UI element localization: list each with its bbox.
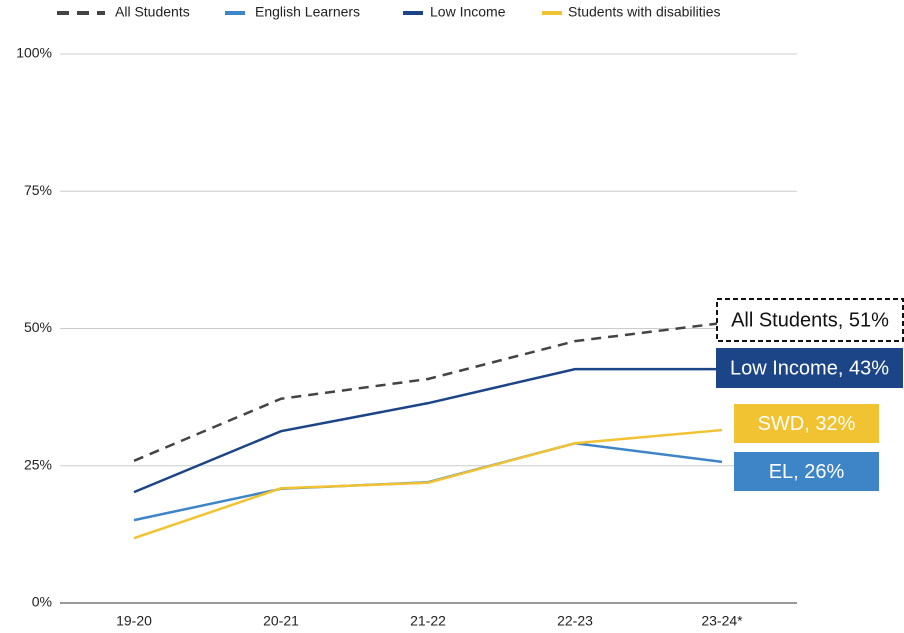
legend-label: All Students: [115, 4, 190, 20]
end-label-box: [734, 404, 879, 443]
legend-label: Low Income: [430, 4, 506, 20]
end-label: Low Income, 43%: [730, 357, 889, 379]
series-line: [133, 428, 723, 540]
y-tick-label: 25%: [24, 456, 52, 472]
end-label: All Students, 51%: [731, 309, 889, 331]
series-line: [133, 321, 723, 462]
x-tick-label: 22-23: [557, 613, 593, 629]
x-tick-label: 21-22: [410, 613, 446, 629]
series-line: [133, 367, 722, 494]
x-tick-label: 23-24*: [701, 613, 743, 629]
end-label-box: [734, 452, 879, 491]
end-label: SWD, 32%: [758, 413, 856, 435]
x-tick-label: 19-20: [116, 613, 152, 629]
legend-label: Students with disabilities: [568, 4, 721, 20]
y-tick-label: 100%: [16, 45, 52, 61]
legend-label: English Learners: [255, 4, 360, 20]
y-tick-label: 50%: [24, 319, 52, 335]
x-tick-label: 20-21: [263, 613, 299, 629]
end-label: EL, 26%: [769, 461, 845, 483]
y-tick-label: 0%: [32, 594, 52, 610]
end-label-box: [716, 348, 903, 388]
end-label-box: [716, 298, 904, 342]
y-tick-label: 75%: [24, 182, 52, 198]
